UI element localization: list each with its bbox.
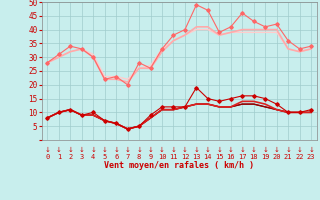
Text: ↓: ↓ — [102, 147, 108, 153]
Text: ↓: ↓ — [136, 147, 142, 153]
Text: ↓: ↓ — [274, 147, 280, 153]
Text: ↓: ↓ — [194, 147, 199, 153]
Text: ↓: ↓ — [297, 147, 302, 153]
Text: ↓: ↓ — [216, 147, 222, 153]
Text: ↓: ↓ — [285, 147, 291, 153]
Text: ↓: ↓ — [159, 147, 165, 153]
Text: ↓: ↓ — [239, 147, 245, 153]
Text: ↓: ↓ — [308, 147, 314, 153]
Text: ↓: ↓ — [228, 147, 234, 153]
Text: ↓: ↓ — [67, 147, 73, 153]
Text: ↓: ↓ — [44, 147, 50, 153]
Text: ↓: ↓ — [90, 147, 96, 153]
Text: ↓: ↓ — [171, 147, 176, 153]
Text: ↓: ↓ — [205, 147, 211, 153]
Text: ↓: ↓ — [148, 147, 154, 153]
Text: ↓: ↓ — [113, 147, 119, 153]
Text: ↓: ↓ — [125, 147, 131, 153]
Text: ↓: ↓ — [56, 147, 62, 153]
X-axis label: Vent moyen/en rafales ( km/h ): Vent moyen/en rafales ( km/h ) — [104, 161, 254, 170]
Text: ↓: ↓ — [251, 147, 257, 153]
Text: ↓: ↓ — [182, 147, 188, 153]
Text: ↓: ↓ — [262, 147, 268, 153]
Text: ↓: ↓ — [79, 147, 85, 153]
